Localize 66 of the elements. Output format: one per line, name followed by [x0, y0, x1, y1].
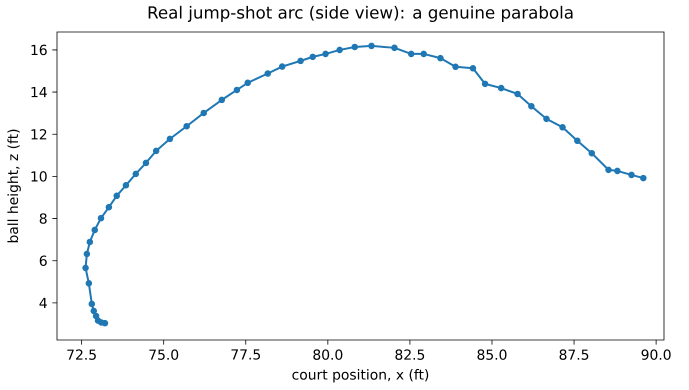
point	[94, 317, 102, 324]
point	[588, 150, 596, 156]
chart-title: Real jump-shot arc (side view): a genuine parabola	[148, 6, 572, 22]
point	[437, 54, 444, 62]
point	[322, 50, 329, 58]
x-tick-label: 82.5	[395, 349, 424, 360]
point	[142, 160, 150, 166]
point	[98, 214, 104, 222]
point	[391, 44, 398, 52]
point	[166, 136, 174, 142]
point	[200, 110, 208, 116]
x-tick-label: 75.0	[149, 349, 178, 360]
point	[297, 58, 304, 64]
point	[543, 116, 550, 122]
y-tick-label: 16	[32, 44, 47, 56]
x-tick-label: 87.5	[560, 349, 588, 360]
x-tick-label: 72.5	[67, 349, 96, 360]
point	[132, 170, 140, 178]
y-axis-title: ball height, z (ft)	[7, 130, 21, 242]
point	[559, 124, 566, 131]
point	[91, 226, 98, 234]
point	[309, 54, 316, 60]
point	[470, 64, 476, 72]
point	[234, 86, 240, 94]
point	[614, 168, 621, 174]
x-tick-label: 80.0	[313, 349, 342, 360]
point	[218, 96, 226, 104]
point	[113, 192, 120, 200]
point	[420, 50, 427, 58]
point	[336, 46, 343, 54]
point	[86, 238, 94, 246]
y-tick-label: 6	[40, 255, 47, 266]
y-tick-label: 4	[39, 298, 47, 308]
y-tick-label: 8	[40, 213, 47, 224]
y-tick-label: 10	[32, 171, 47, 182]
point	[152, 148, 160, 154]
y-tick-label: 14	[32, 87, 47, 98]
point	[628, 172, 635, 178]
x-tick-label: 85.0	[477, 349, 506, 360]
x-tick-label: 90.0	[642, 349, 671, 360]
point	[640, 174, 647, 182]
point	[106, 204, 112, 210]
point	[452, 64, 459, 70]
point	[82, 264, 89, 272]
point	[498, 84, 504, 92]
point	[574, 138, 581, 144]
x-tick-label: 77.5	[231, 349, 260, 360]
point	[92, 312, 100, 320]
point	[528, 102, 535, 110]
point	[183, 122, 190, 130]
point	[514, 90, 521, 98]
point	[408, 50, 414, 58]
point	[86, 280, 92, 287]
point	[244, 80, 251, 86]
point	[482, 80, 488, 88]
point	[90, 308, 98, 314]
x-axis-title: court position, x (ft)	[292, 369, 428, 382]
point	[264, 70, 272, 77]
point	[605, 166, 612, 174]
point	[351, 44, 358, 50]
y-tick-label: 12	[32, 129, 46, 140]
point	[122, 182, 130, 189]
point	[84, 250, 90, 258]
point	[88, 300, 96, 308]
point	[368, 42, 375, 50]
point	[278, 63, 286, 70]
